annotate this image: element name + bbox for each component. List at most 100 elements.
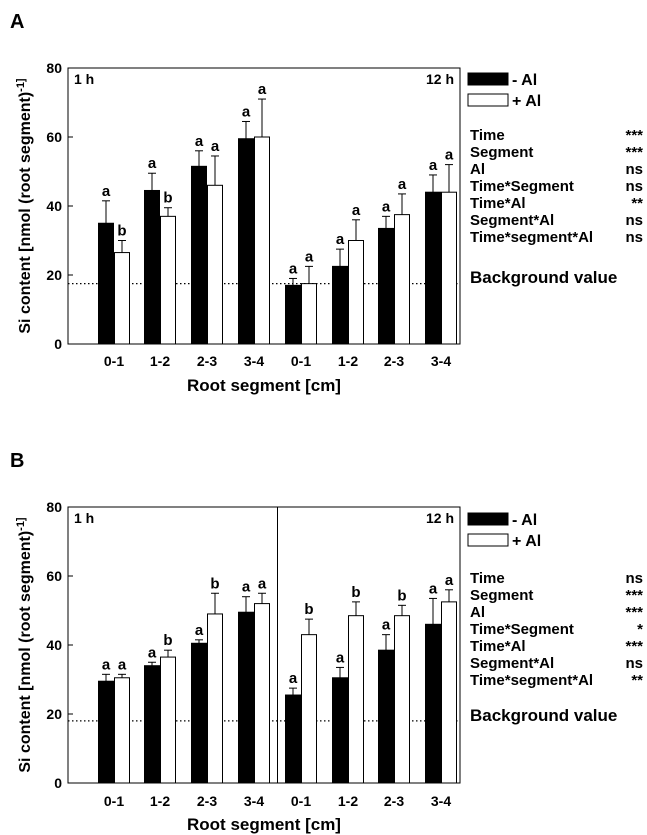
bar xyxy=(191,642,207,784)
panel-label: A xyxy=(10,11,24,33)
bar xyxy=(98,222,114,345)
bar xyxy=(348,615,364,784)
stats-significance: ns xyxy=(625,178,643,195)
significance-letter: b xyxy=(117,223,126,240)
time-label-1h: 1 h xyxy=(74,510,94,526)
significance-letter: a xyxy=(195,133,204,150)
bar xyxy=(144,189,160,345)
bar xyxy=(441,191,457,345)
stats-factor: Time xyxy=(470,127,505,144)
significance-letter: a xyxy=(258,81,267,98)
background-value-label: Background value xyxy=(470,268,617,287)
y-tick-label: 20 xyxy=(46,706,62,722)
bar xyxy=(160,215,176,345)
x-tick-label: 0-1 xyxy=(291,793,311,809)
significance-letter: a xyxy=(382,617,391,634)
stats-significance: ns xyxy=(625,655,643,672)
time-label-1h: 1 h xyxy=(74,71,94,87)
significance-letter: a xyxy=(148,644,157,661)
stats-significance: ns xyxy=(625,229,643,246)
bar xyxy=(332,265,348,345)
significance-letter: a xyxy=(242,103,251,120)
y-tick-label: 60 xyxy=(46,568,62,584)
bar xyxy=(144,665,160,784)
bar xyxy=(378,227,394,345)
stats-factor: Time*Al xyxy=(470,638,526,655)
significance-letter: a xyxy=(195,622,204,639)
y-tick-label: 60 xyxy=(46,129,62,145)
y-tick-label: 80 xyxy=(46,499,62,515)
significance-letter: a xyxy=(102,656,111,673)
stats-factor: Time*segment*Al xyxy=(470,229,593,246)
y-tick-label: 80 xyxy=(46,60,62,76)
significance-letter: a xyxy=(429,580,438,597)
significance-letter: a xyxy=(382,198,391,215)
significance-letter: a xyxy=(445,147,454,164)
x-axis-label: Root segment [cm] xyxy=(187,815,341,834)
stats-factor: Segment xyxy=(470,144,533,161)
bar xyxy=(301,283,317,345)
bar xyxy=(114,677,130,784)
significance-letter: b xyxy=(304,601,313,618)
stats-significance: *** xyxy=(625,604,643,621)
significance-letter: b xyxy=(163,632,172,649)
significance-letter: a xyxy=(289,260,298,277)
significance-letter: a xyxy=(102,183,111,200)
bar xyxy=(254,603,270,784)
bar xyxy=(238,611,254,784)
x-axis-label: Root segment [cm] xyxy=(187,376,341,395)
significance-letter: a xyxy=(289,670,298,687)
legend-swatch xyxy=(467,512,509,526)
bar xyxy=(301,634,317,784)
stats-significance: *** xyxy=(625,144,643,161)
bar xyxy=(285,694,301,784)
stats-factor: Al xyxy=(470,161,485,178)
time-label-12h: 12 h xyxy=(426,71,454,87)
significance-letter: a xyxy=(352,202,361,219)
significance-letter: a xyxy=(258,575,267,592)
significance-letter: a xyxy=(242,579,251,596)
y-axis-label: Si content [nmol (root segment)-1] xyxy=(15,517,34,773)
x-tick-label: 3-4 xyxy=(431,353,451,369)
bar xyxy=(191,165,207,345)
bar xyxy=(207,613,223,784)
bar xyxy=(254,136,270,345)
stats-factor: Time*Al xyxy=(470,195,526,212)
bar xyxy=(425,623,441,784)
bar xyxy=(238,138,254,345)
stats-factor: Time*Segment xyxy=(470,178,574,195)
x-tick-label: 3-4 xyxy=(244,353,264,369)
significance-letter: a xyxy=(211,138,220,155)
stats-factor: Time xyxy=(470,570,505,587)
bar xyxy=(348,240,364,345)
legend-label: + Al xyxy=(512,533,541,550)
y-tick-label: 0 xyxy=(54,336,62,352)
x-tick-label: 2-3 xyxy=(384,353,404,369)
x-tick-label: 3-4 xyxy=(244,793,264,809)
stats-factor: Segment xyxy=(470,587,533,604)
bar xyxy=(378,649,394,784)
legend-label: + Al xyxy=(512,93,541,110)
legend-label: - Al xyxy=(512,512,537,529)
x-tick-label: 0-1 xyxy=(104,793,124,809)
significance-letter: b xyxy=(210,575,219,592)
legend-swatch xyxy=(467,72,509,86)
y-tick-label: 20 xyxy=(46,267,62,283)
stats-significance: ns xyxy=(625,570,643,587)
bar xyxy=(160,656,176,784)
significance-letter: a xyxy=(148,155,157,172)
x-tick-label: 1-2 xyxy=(338,793,358,809)
significance-letter: b xyxy=(163,190,172,207)
bar xyxy=(114,252,130,345)
stats-factor: Time*Segment xyxy=(470,621,574,638)
x-tick-label: 2-3 xyxy=(384,793,404,809)
panel-label: B xyxy=(10,450,24,472)
stats-significance: ns xyxy=(625,161,643,178)
significance-letter: a xyxy=(336,649,345,666)
significance-letter: b xyxy=(351,584,360,601)
significance-letter: a xyxy=(429,157,438,174)
bar xyxy=(394,615,410,784)
stats-significance: *** xyxy=(625,638,643,655)
x-tick-label: 0-1 xyxy=(291,353,311,369)
legend-label: - Al xyxy=(512,72,537,89)
